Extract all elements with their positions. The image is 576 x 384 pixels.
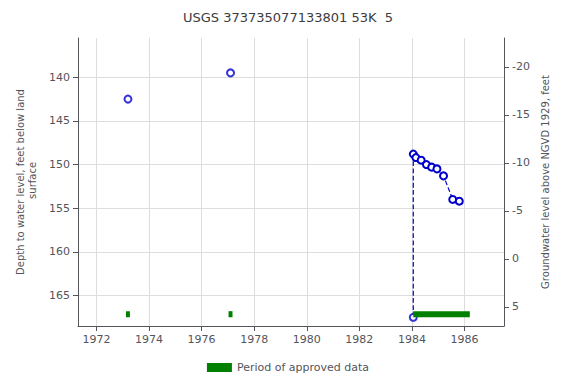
svg-text:5: 5 [512,300,519,313]
svg-text:145: 145 [49,114,70,127]
svg-text:1982: 1982 [345,333,373,346]
svg-text:Period of approved data: Period of approved data [237,361,369,374]
svg-text:165: 165 [49,289,70,302]
svg-text:1986: 1986 [451,333,479,346]
svg-text:140: 140 [49,71,70,84]
svg-text:155: 155 [49,202,70,215]
svg-text:1978: 1978 [240,333,268,346]
svg-text:surface: surface [27,162,38,202]
svg-text:1984: 1984 [398,333,426,346]
svg-text:1972: 1972 [82,333,110,346]
svg-text:USGS 373735077133801 53K 5: USGS 373735077133801 53K 5 [183,10,393,25]
svg-text:Groundwater level above NGVD 1: Groundwater level above NGVD 1929, feet [540,75,551,289]
svg-text:160: 160 [49,245,70,258]
svg-text:0: 0 [512,252,519,265]
svg-text:1976: 1976 [188,333,216,346]
svg-text:1974: 1974 [135,333,163,346]
svg-text:-5: -5 [512,204,523,217]
svg-text:-10: -10 [512,156,530,169]
svg-text:-15: -15 [512,108,530,121]
svg-text:150: 150 [49,158,70,171]
svg-text:-20: -20 [512,60,530,73]
svg-text:Depth to water level, feet bel: Depth to water level, feet below land [15,89,26,275]
svg-text:1980: 1980 [293,333,321,346]
